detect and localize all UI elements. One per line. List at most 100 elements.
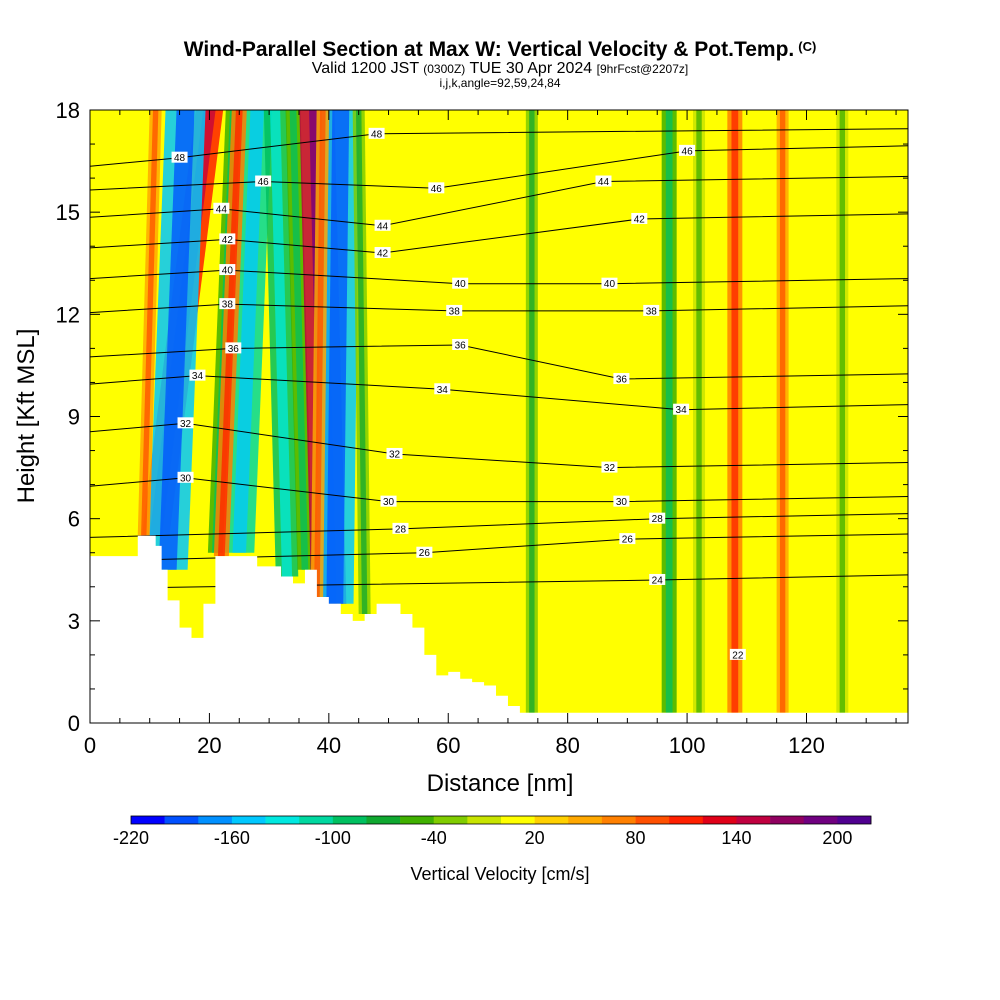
isentrope-label-bg-25 bbox=[601, 461, 618, 473]
isentrope-label-26: 30 bbox=[180, 473, 192, 484]
isentrope-label-bg-2 bbox=[368, 127, 385, 139]
colorbar-swatch-18 bbox=[736, 816, 771, 824]
y-tick-label-6: 6 bbox=[68, 507, 80, 532]
colorbar-swatch-16 bbox=[669, 816, 704, 824]
isentrope-label-bg-3 bbox=[428, 182, 445, 194]
colorbar-swatch-19 bbox=[770, 816, 805, 824]
y-tick-label-3: 3 bbox=[68, 609, 80, 634]
isentrope-label-15: 38 bbox=[449, 306, 461, 317]
velocity-core-6 bbox=[270, 110, 293, 577]
isentrope-label-29: 28 bbox=[395, 524, 407, 535]
colorbar: -220 -160 -100 -40 20 80 140 200 bbox=[113, 815, 872, 848]
y-tick-label-0: 0 bbox=[68, 711, 80, 736]
isentrope-label-13: 40 bbox=[604, 279, 616, 290]
colorbar-swatch-11 bbox=[501, 816, 535, 824]
isentrope-label-bg-29 bbox=[392, 522, 409, 534]
title-copyright-mark: (C) bbox=[798, 39, 817, 54]
y-tick-label-18: 18 bbox=[56, 98, 80, 123]
x-tick-label-20: 20 bbox=[197, 733, 221, 758]
isentrope-label-22: 34 bbox=[676, 405, 688, 416]
velocity-core-15 bbox=[731, 110, 739, 713]
isentrope-label-1: 46 bbox=[258, 177, 270, 188]
isentrope-label-32: 26 bbox=[622, 535, 634, 546]
isentrope-label-25: 32 bbox=[604, 463, 616, 474]
isentrope-label-34: 22 bbox=[732, 650, 744, 661]
y-tick-label-9: 9 bbox=[68, 405, 80, 430]
forecast-info: [9hrFcst@2207z] bbox=[596, 62, 689, 76]
x-tick-label-100: 100 bbox=[669, 733, 706, 758]
isentrope-label-8: 42 bbox=[222, 235, 234, 246]
valid-date: TUE 30 Apr 2024 bbox=[469, 60, 593, 77]
isentrope-label-bg-17 bbox=[225, 342, 242, 354]
x-tick-label-120: 120 bbox=[788, 733, 825, 758]
y-tick-label-15: 15 bbox=[56, 200, 80, 225]
title-main: Wind-Parallel Section at Max W: Vertical… bbox=[183, 38, 795, 61]
y-tick-label-12: 12 bbox=[56, 302, 80, 327]
isentrope-label-2: 48 bbox=[371, 129, 383, 140]
isentrope-label-20: 34 bbox=[192, 371, 204, 382]
isentrope-label-27: 30 bbox=[383, 497, 395, 508]
colorbar-swatch-15 bbox=[635, 816, 670, 824]
x-axis-label: Distance [nm] bbox=[427, 770, 574, 797]
colorbar-swatch-12 bbox=[534, 816, 569, 824]
isentrope-label-4: 46 bbox=[682, 146, 694, 157]
velocity-features bbox=[137, 110, 849, 713]
isentrope-label-12: 40 bbox=[455, 279, 467, 290]
isentrope-label-bg-12 bbox=[452, 277, 469, 289]
colorbar-swatch-1 bbox=[164, 816, 199, 824]
colorbar-label: Vertical Velocity [cm/s] bbox=[410, 864, 589, 884]
velocity-core-10 bbox=[314, 110, 326, 597]
terrain-mask bbox=[90, 535, 908, 723]
isentrope-label-bg-27 bbox=[380, 495, 397, 507]
colorbar-frame bbox=[130, 815, 872, 825]
isentrope-label-0: 48 bbox=[174, 153, 186, 164]
isentrope-28 bbox=[90, 513, 908, 538]
isentrope-label-bg-1 bbox=[255, 175, 272, 187]
isentrope-label-bg-11 bbox=[219, 264, 236, 276]
isentrope-26 bbox=[90, 533, 908, 562]
isentrope-48 bbox=[90, 128, 908, 167]
isentrope-label-17: 36 bbox=[228, 344, 240, 355]
isentrope-label-14: 38 bbox=[222, 300, 234, 311]
isentrope-label-bg-32 bbox=[619, 533, 636, 545]
colorbar-swatch-5 bbox=[299, 816, 334, 824]
colorbar-tick-label-140: 140 bbox=[721, 828, 751, 848]
isentrope-label-bg-14 bbox=[219, 298, 236, 310]
velocity-core-1 bbox=[158, 110, 195, 570]
colorbar-swatch-3 bbox=[231, 816, 266, 824]
isentrope-label-bg-22 bbox=[673, 403, 690, 415]
isentrope-label-bg-4 bbox=[679, 144, 696, 156]
x-tick-label-80: 80 bbox=[555, 733, 579, 758]
isentrope-label-bg-6 bbox=[374, 219, 391, 231]
chart-title: Wind-Parallel Section at Max W: Vertical… bbox=[0, 36, 1000, 61]
isentrope-label-bg-33 bbox=[649, 573, 666, 585]
colorbar-swatch-17 bbox=[702, 816, 737, 824]
colorbar-swatch-20 bbox=[803, 816, 838, 824]
isentrope-label-bg-19 bbox=[613, 373, 630, 385]
isentrope-label-5: 44 bbox=[216, 204, 228, 215]
colorbar-swatch-21 bbox=[837, 816, 872, 824]
isentrope-label-bg-26 bbox=[177, 471, 194, 483]
colorbar-swatch-8 bbox=[400, 816, 435, 824]
colorbar-tick-label-80: 80 bbox=[626, 828, 646, 848]
velocity-core-7 bbox=[289, 110, 309, 570]
isentrope-label-19: 36 bbox=[616, 375, 628, 386]
y-axis-label: Height [Kft MSL] bbox=[13, 329, 40, 504]
chart-title-block: Wind-Parallel Section at Max W: Vertical… bbox=[0, 36, 1000, 90]
isentrope-label-bg-21 bbox=[434, 383, 451, 395]
isentrope-label-9: 42 bbox=[377, 249, 389, 260]
isentrope-label-21: 34 bbox=[437, 385, 449, 396]
x-tick-label-0: 0 bbox=[84, 733, 96, 758]
x-tick-label-40: 40 bbox=[317, 733, 341, 758]
colorbar-swatch-13 bbox=[568, 816, 603, 824]
isentrope-label-11: 40 bbox=[222, 266, 234, 277]
velocity-core-13 bbox=[665, 110, 673, 713]
velocity-core-16 bbox=[779, 110, 786, 713]
colorbar-swatch-6 bbox=[332, 816, 367, 824]
colorbar-tick-label-20: 20 bbox=[525, 828, 545, 848]
velocity-core-5 bbox=[217, 110, 243, 557]
isentrope-label-33: 24 bbox=[652, 575, 664, 586]
colorbar-tick-label--100: -100 bbox=[315, 828, 351, 848]
isentrope-label-bg-20 bbox=[189, 369, 206, 381]
